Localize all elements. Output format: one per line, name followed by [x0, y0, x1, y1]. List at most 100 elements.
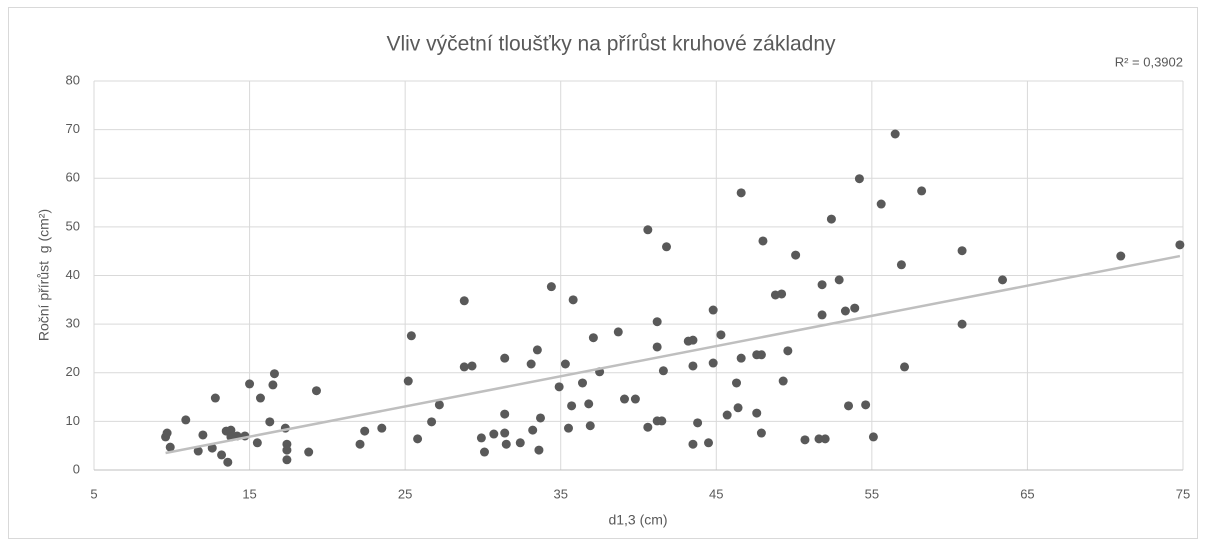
point: [501, 439, 511, 449]
point: [162, 428, 172, 438]
y-tick-label: 30: [66, 316, 80, 331]
point: [688, 439, 698, 449]
point: [722, 410, 732, 420]
y-tick-label: 40: [66, 267, 80, 282]
point: [736, 353, 746, 363]
point: [817, 310, 827, 320]
point: [643, 422, 653, 432]
point: [613, 327, 623, 337]
point: [868, 432, 878, 442]
point: [532, 345, 542, 355]
point: [854, 174, 864, 184]
trendline: [165, 254, 1181, 455]
point: [226, 425, 236, 435]
point: [217, 450, 227, 460]
point: [619, 394, 629, 404]
point: [704, 438, 714, 448]
point: [489, 429, 499, 439]
point: [526, 359, 536, 369]
point: [778, 376, 788, 386]
y-tick-label: 20: [66, 364, 80, 379]
point: [758, 236, 768, 246]
point: [568, 295, 578, 305]
point: [210, 393, 220, 403]
point: [693, 418, 703, 428]
point: [850, 303, 860, 313]
y-tick-label: 10: [66, 413, 80, 428]
point: [732, 378, 742, 388]
point: [265, 417, 275, 427]
x-tick-label: 55: [865, 486, 879, 501]
y-tick-label: 60: [66, 170, 80, 185]
r-squared: R² = 0,3902: [1115, 54, 1183, 69]
point: [840, 306, 850, 316]
point: [577, 378, 587, 388]
x-tick-label: 65: [1020, 486, 1034, 501]
point: [708, 358, 718, 368]
point: [268, 380, 278, 390]
point: [403, 376, 413, 386]
point: [252, 438, 262, 448]
y-tick-label: 50: [66, 218, 80, 233]
point: [890, 129, 900, 139]
point: [814, 434, 824, 444]
point: [657, 416, 667, 426]
x-tick-label: 45: [709, 486, 723, 501]
point: [546, 282, 556, 292]
point: [791, 250, 801, 260]
point: [800, 435, 810, 445]
y-tick-label: 70: [66, 121, 80, 136]
point: [181, 415, 191, 425]
point: [255, 393, 265, 403]
point: [304, 447, 314, 457]
point: [467, 361, 477, 371]
point: [406, 331, 416, 341]
point: [708, 305, 718, 315]
point: [282, 445, 292, 455]
chart-title: Vliv výčetní tloušťky na přírůst kruhové…: [386, 33, 836, 56]
point: [377, 423, 387, 433]
point: [861, 400, 871, 410]
point: [826, 214, 836, 224]
point: [269, 369, 279, 379]
point: [736, 188, 746, 198]
point: [643, 225, 653, 235]
point: [245, 379, 255, 389]
point: [817, 280, 827, 290]
point: [207, 443, 217, 453]
point: [476, 433, 486, 443]
point: [716, 330, 726, 340]
point: [834, 275, 844, 285]
point: [311, 386, 321, 396]
point: [515, 438, 525, 448]
point: [957, 246, 967, 256]
point: [567, 401, 577, 411]
x-tick-label: 25: [398, 486, 412, 501]
point: [820, 434, 830, 444]
point: [1175, 240, 1185, 250]
point: [652, 342, 662, 352]
point: [756, 428, 766, 438]
point: [777, 289, 787, 299]
point: [900, 362, 910, 372]
x-tick-label: 15: [242, 486, 256, 501]
point: [844, 401, 854, 411]
x-axis-label: d1,3 (cm): [608, 512, 667, 528]
point: [658, 366, 668, 376]
point: [896, 260, 906, 270]
point: [165, 442, 175, 452]
point: [584, 399, 594, 409]
y-tick-label: 0: [73, 461, 80, 476]
y-tick-label: 80: [66, 72, 80, 87]
point: [560, 359, 570, 369]
point: [479, 447, 489, 457]
point: [957, 319, 967, 329]
point: [752, 408, 762, 418]
point: [193, 446, 203, 456]
y-axis-label: Roční přírůst g (cm²): [36, 209, 52, 341]
point: [223, 457, 233, 467]
point: [528, 425, 538, 435]
point: [588, 333, 598, 343]
point: [876, 199, 886, 209]
